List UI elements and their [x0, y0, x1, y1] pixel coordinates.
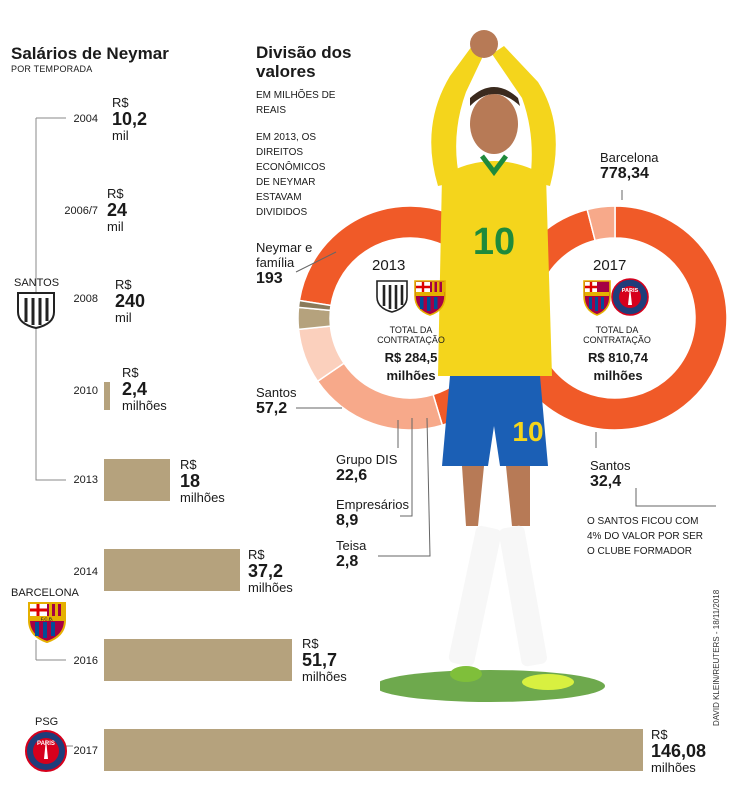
santos-crest-icon [376, 280, 408, 313]
svg-text:10: 10 [512, 416, 543, 447]
salary-bar-2014 [104, 549, 240, 591]
season-label: 2016 [73, 655, 98, 667]
donut-2017-total-value: R$ 810,74 [588, 350, 648, 365]
club-label-psg: PSG [35, 716, 59, 728]
season-label: 2006/7 [64, 205, 98, 217]
season-label: 2014 [73, 566, 98, 578]
slice-label-teisa: Teisa 2,8 [336, 538, 367, 570]
donut-2017-total-label: TOTAL DA CONTRATAÇÃO [583, 325, 651, 345]
salary-bar-2017 [104, 729, 643, 771]
donut-2017-year: 2017 [593, 257, 627, 274]
slice-label-grupo-dis: Grupo DIS 22,6 [336, 452, 398, 484]
season-label: 2010 [73, 385, 98, 397]
slice-label-barcelona: Barcelona 778,34 [600, 150, 659, 182]
svg-text:10: 10 [473, 221, 515, 263]
salary-bar-2010 [104, 382, 110, 410]
club-label-santos: SANTOS [14, 277, 60, 289]
season-label: 2013 [73, 474, 98, 486]
salary-bar-2013 [104, 459, 170, 501]
donut-2013-slice-4 [297, 299, 332, 312]
salary-value-2014: R$ 37,2 milhões [248, 547, 293, 595]
donut-2013-total-label: TOTAL DA CONTRATAÇÃO [377, 325, 445, 345]
club-label-barcelona: BARCELONA [11, 587, 79, 599]
salary-value-2008: R$ 240 mil [115, 277, 146, 325]
season-label: 2008 [73, 293, 98, 305]
season-label: 2017 [73, 745, 98, 757]
barcelona-crest-icon: F.C.B. [28, 602, 66, 644]
barcelona-crest-icon [414, 280, 446, 316]
player-illustration: 10 10 [380, 30, 605, 702]
salary-bar-2016 [104, 639, 292, 681]
psg-crest-icon: PARIS [25, 730, 67, 772]
donut-2017-slice-0 [502, 205, 728, 431]
donut-2013-total-value: R$ 284,5 [384, 350, 438, 365]
santos-2017-note: O SANTOS FICOU COM 4% DO VALOR POR SER O… [587, 516, 703, 557]
division-2013-note: EM 2013, OS DIREITOS ECONÔMICOS DE NEYMA… [256, 132, 326, 218]
salary-value-2013: R$ 18 milhões [180, 457, 225, 505]
season-label: 2004 [73, 113, 98, 125]
svg-text:F.C.B.: F.C.B. [41, 617, 54, 622]
donut-2017-total-unit: milhões [593, 368, 643, 383]
donut-2017-slice-1 [586, 205, 616, 242]
donut-2013-year: 2013 [372, 257, 406, 274]
division-units-note: EM MILHÕES DE REAIS [256, 90, 336, 116]
photo-credit: DAVID KLEIN/REUTERS - 18/11/2018 [712, 589, 721, 726]
division-title: Divisão dos valores [256, 43, 352, 81]
psg-crest-icon: PARIS [611, 278, 649, 316]
slice-label-neymar: Neymar e família 193 [256, 240, 313, 287]
santos-bracket [35, 118, 66, 481]
salary-value-2004: R$ 10,2 mil [112, 95, 148, 143]
slice-label-empresarios: Empresários 8,9 [336, 497, 409, 529]
salaries-subtitle: POR TEMPORADA [11, 64, 93, 74]
slice-label-santos-2013: Santos 57,2 [256, 385, 297, 417]
salary-value-2017: R$ 146,08 milhões [651, 727, 707, 775]
svg-text:PARIS: PARIS [37, 741, 55, 747]
svg-text:PARIS: PARIS [622, 288, 639, 294]
salary-value-2006: R$ 24 mil [107, 186, 128, 234]
slice-label-santos-2017: Santos 32,4 [590, 458, 631, 490]
salary-value-2016: R$ 51,7 milhões [302, 636, 347, 684]
santos-crest-icon [17, 292, 55, 330]
salaries-title: Salários de Neymar [11, 44, 169, 63]
salary-value-2010: R$ 2,4 milhões [122, 365, 167, 413]
donut-2013-total-unit: milhões [386, 368, 436, 383]
barcelona-crest-icon [583, 280, 611, 316]
